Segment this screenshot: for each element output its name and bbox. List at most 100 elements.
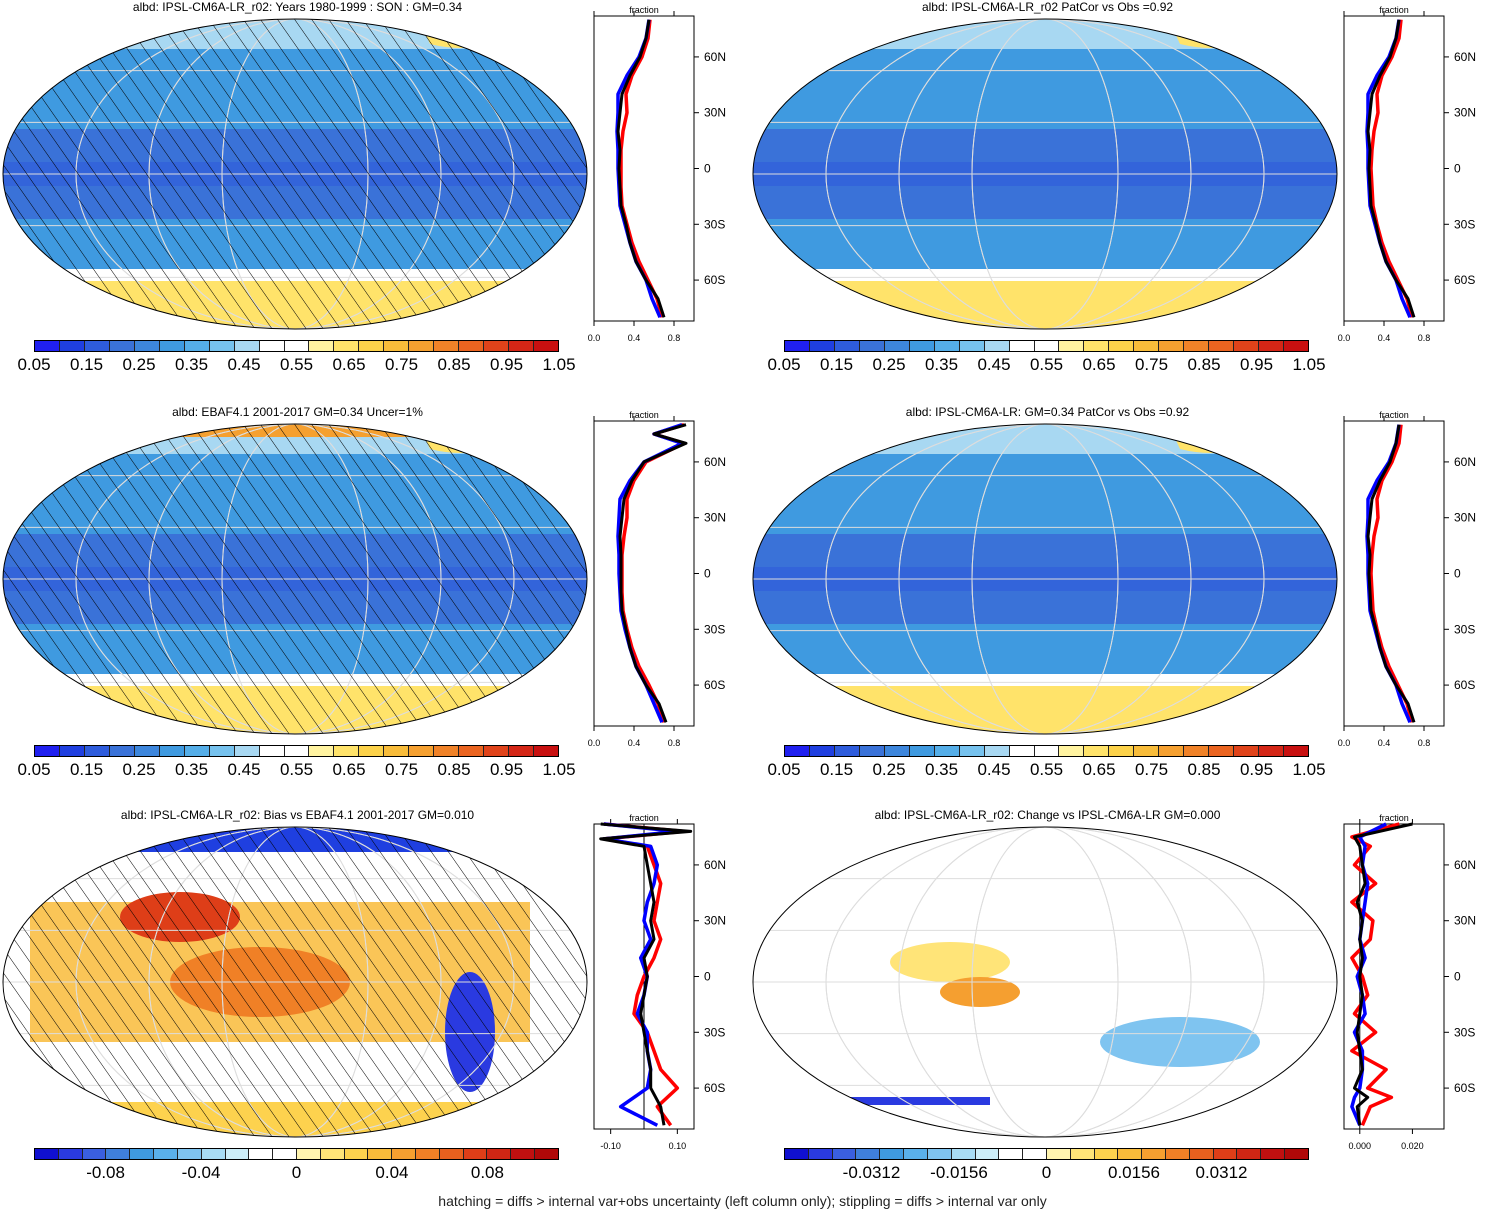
colorbar-swatch	[509, 746, 535, 756]
colorbar-tick-label: 0.95	[1239, 355, 1274, 374]
colorbar-tick-label: 0.0312	[1195, 1163, 1248, 1182]
colorbar-swatch	[463, 1149, 488, 1159]
colorbar-swatch	[1284, 341, 1309, 351]
colorbar-swatch	[859, 746, 885, 756]
profile-x-label: 0.8	[668, 738, 681, 748]
colorbar-swatch	[785, 341, 810, 351]
profile-lat-label: 30N	[704, 106, 726, 120]
colorbar-tick-label: 0.55	[279, 760, 314, 779]
profile-lat-label: 60N	[704, 50, 726, 64]
colorbar-swatch	[154, 1149, 178, 1159]
colorbar-tick-label: 0.35	[924, 760, 959, 779]
colorbar-swatch	[225, 1149, 250, 1159]
colorbar-tick-label: 0.95	[489, 760, 524, 779]
profile-series-line	[599, 822, 693, 1126]
colorbar-tick-label: 0.15	[819, 760, 854, 779]
colorbar-tick-label: -0.0156	[930, 1163, 988, 1182]
colorbar-tick-label: -0.08	[86, 1163, 125, 1182]
colorbar-swatch	[209, 746, 235, 756]
colorbar-tick-label: 0.25	[122, 355, 156, 374]
colorbar-tick-label: 0.04	[375, 1163, 409, 1182]
global-map	[752, 423, 1338, 735]
colorbar-swatch	[487, 1149, 512, 1159]
colorbar-swatch	[534, 746, 559, 756]
profile-series-line	[619, 19, 664, 318]
profile-lat-label: 30N	[704, 511, 726, 525]
colorbar-swatch	[808, 1149, 833, 1159]
global-map	[2, 18, 588, 330]
colorbar-swatch	[416, 1149, 440, 1159]
colorbar-swatch	[832, 1149, 857, 1159]
colorbar-swatch	[159, 341, 185, 351]
colorbar-swatch	[59, 746, 85, 756]
profile-x-label: 0.4	[628, 738, 641, 748]
colorbar-tick-label: 0.45	[227, 355, 261, 374]
colorbar-swatch	[384, 341, 410, 351]
profile-lat-label: 30S	[1454, 217, 1475, 231]
colorbar-swatch	[409, 341, 435, 351]
colorbar-swatch	[1070, 1149, 1095, 1159]
colorbar-swatch	[35, 1149, 59, 1159]
colorbar-swatch	[1166, 1149, 1190, 1159]
profile-lat-label: 0	[704, 567, 711, 581]
colorbar-tick-label: 0.75	[1134, 760, 1169, 779]
colorbar	[784, 745, 1309, 757]
profile-lat-label: 0	[1454, 970, 1461, 984]
colorbar-swatch	[484, 341, 510, 351]
colorbar-swatch	[273, 1149, 297, 1159]
profile-series-line	[616, 423, 684, 723]
colorbar-swatch	[785, 1149, 809, 1159]
profile-series-line	[1353, 822, 1413, 1126]
colorbar-swatch	[880, 1149, 905, 1159]
profile-x-label: 0.4	[1378, 738, 1391, 748]
colorbar-swatch	[1034, 341, 1060, 351]
colorbar-swatch	[809, 746, 835, 756]
profile-lat-label: 60S	[704, 1081, 725, 1095]
colorbar-swatch	[209, 341, 235, 351]
colorbar-swatch	[975, 1149, 1000, 1159]
colorbar-swatch	[259, 341, 285, 351]
colorbar-tick-label: 0.15	[69, 760, 104, 779]
colorbar-swatch	[1284, 746, 1309, 756]
colorbar-swatch	[384, 746, 410, 756]
colorbar-tick-label: -0.0312	[842, 1163, 901, 1182]
colorbar-swatch	[106, 1149, 131, 1159]
profile-lat-label: 0	[1454, 162, 1461, 176]
panel-title: albd: IPSL-CM6A-LR_r02 PatCor vs Obs =0.…	[921, 0, 1174, 14]
profile-lat-label: 30N	[1454, 106, 1476, 120]
profile-title: fraction	[629, 5, 659, 15]
colorbar-tick-label: 1.05	[1292, 355, 1326, 374]
colorbar-tick-label: 0.55	[1029, 760, 1064, 779]
colorbar-swatch	[1009, 746, 1035, 756]
profile-series-line	[1369, 424, 1414, 723]
profile-lat-label: 0	[1454, 567, 1461, 581]
colorbar-tick-label: 0.15	[69, 355, 104, 374]
profile-lat-label: 60N	[704, 858, 726, 872]
colorbar-swatch	[934, 746, 960, 756]
colorbar-swatch	[1237, 1149, 1262, 1159]
colorbar-swatch	[334, 341, 360, 351]
colorbar-swatch	[509, 341, 535, 351]
colorbar-swatch	[159, 746, 185, 756]
colorbar-tick-label: 0	[1041, 1163, 1052, 1182]
colorbar-tick-label: 0.25	[872, 355, 906, 374]
colorbar-swatch	[35, 341, 60, 351]
colorbar-swatch	[856, 1149, 881, 1159]
colorbar-swatch	[296, 1149, 321, 1159]
colorbar-swatch	[334, 746, 360, 756]
colorbar-swatch	[909, 341, 935, 351]
colorbar-swatch	[1059, 746, 1085, 756]
colorbar-swatch	[1261, 1149, 1286, 1159]
colorbar-swatch	[234, 341, 260, 351]
zonal-mean-profile: fraction 60N 30N 0 30S 60S 0.0 0.4 0.8	[588, 5, 726, 343]
profile-title: fraction	[1379, 410, 1409, 420]
colorbar-swatch	[1118, 1149, 1143, 1159]
profile-series-line	[1350, 822, 1400, 1126]
profile-x-label: 0.0	[588, 333, 600, 343]
colorbar-tick-label: 0.15	[819, 355, 854, 374]
profile-lat-label: 60S	[704, 273, 725, 287]
zonal-mean-profile: fraction 60N 30N 0 30S 60S 0.0 0.4 0.8	[1338, 5, 1476, 343]
colorbar-swatch	[409, 746, 435, 756]
colorbar-tick-label: 0.35	[174, 760, 209, 779]
global-map	[2, 423, 588, 735]
